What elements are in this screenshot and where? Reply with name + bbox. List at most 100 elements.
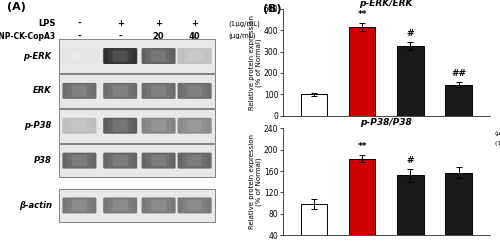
FancyBboxPatch shape <box>62 197 96 213</box>
Bar <box>300 204 327 249</box>
FancyBboxPatch shape <box>108 84 132 98</box>
FancyBboxPatch shape <box>67 154 92 167</box>
Text: -: - <box>312 131 315 137</box>
FancyBboxPatch shape <box>142 197 176 213</box>
FancyBboxPatch shape <box>62 83 96 99</box>
FancyBboxPatch shape <box>151 155 166 166</box>
FancyBboxPatch shape <box>72 85 87 96</box>
FancyBboxPatch shape <box>146 49 171 63</box>
FancyBboxPatch shape <box>187 120 202 131</box>
FancyBboxPatch shape <box>112 120 128 131</box>
Bar <box>446 173 472 249</box>
FancyBboxPatch shape <box>62 153 96 169</box>
Text: GNP-CK-CopA3: GNP-CK-CopA3 <box>284 131 330 136</box>
FancyBboxPatch shape <box>103 197 137 213</box>
Bar <box>59 74 215 108</box>
Text: -: - <box>118 32 122 41</box>
FancyBboxPatch shape <box>182 84 207 98</box>
FancyBboxPatch shape <box>182 119 207 132</box>
FancyBboxPatch shape <box>103 83 137 99</box>
FancyBboxPatch shape <box>67 199 92 212</box>
FancyBboxPatch shape <box>187 51 202 62</box>
FancyBboxPatch shape <box>103 153 137 169</box>
Text: -: - <box>312 141 315 147</box>
FancyBboxPatch shape <box>67 119 92 132</box>
Text: P38: P38 <box>34 156 52 165</box>
FancyBboxPatch shape <box>108 49 132 63</box>
FancyBboxPatch shape <box>72 120 87 131</box>
Bar <box>59 39 215 73</box>
FancyBboxPatch shape <box>112 200 128 211</box>
Bar <box>59 109 215 142</box>
Text: ERK: ERK <box>33 86 52 95</box>
Text: p-P38: p-P38 <box>24 121 52 130</box>
FancyBboxPatch shape <box>182 154 207 167</box>
Title: p-P38/P38: p-P38/P38 <box>360 119 412 127</box>
FancyBboxPatch shape <box>187 85 202 96</box>
Text: -: - <box>78 32 81 41</box>
Title: p-ERK/ERK: p-ERK/ERK <box>360 0 413 8</box>
FancyBboxPatch shape <box>146 84 171 98</box>
Text: -: - <box>361 131 364 137</box>
Y-axis label: Relative protein expression
(% of Normal): Relative protein expression (% of Normal… <box>249 15 262 110</box>
FancyBboxPatch shape <box>62 118 96 134</box>
FancyBboxPatch shape <box>142 48 176 64</box>
FancyBboxPatch shape <box>178 48 212 64</box>
Text: +: + <box>360 141 365 147</box>
FancyBboxPatch shape <box>108 119 132 132</box>
FancyBboxPatch shape <box>178 83 212 99</box>
Bar <box>59 189 215 222</box>
FancyBboxPatch shape <box>182 199 207 212</box>
Text: +: + <box>408 141 413 147</box>
FancyBboxPatch shape <box>178 153 212 169</box>
FancyBboxPatch shape <box>151 200 166 211</box>
FancyBboxPatch shape <box>108 199 132 212</box>
Text: (A): (A) <box>8 2 26 12</box>
FancyBboxPatch shape <box>108 154 132 167</box>
FancyBboxPatch shape <box>178 118 212 134</box>
FancyBboxPatch shape <box>142 153 176 169</box>
Text: (B): (B) <box>262 4 281 14</box>
FancyBboxPatch shape <box>103 48 137 64</box>
Text: +: + <box>155 19 162 28</box>
Text: #: # <box>406 29 414 38</box>
Text: 20: 20 <box>406 131 414 137</box>
FancyBboxPatch shape <box>151 85 166 96</box>
Bar <box>397 46 423 116</box>
Text: **: ** <box>358 142 367 151</box>
FancyBboxPatch shape <box>182 49 207 63</box>
Text: 40: 40 <box>189 32 200 41</box>
Bar <box>397 175 423 249</box>
Text: (1μg/mL): (1μg/mL) <box>228 20 260 27</box>
FancyBboxPatch shape <box>103 118 137 134</box>
Text: β-actin: β-actin <box>19 201 52 210</box>
FancyBboxPatch shape <box>72 51 87 62</box>
Text: 20: 20 <box>153 32 164 41</box>
FancyBboxPatch shape <box>62 48 96 64</box>
Text: p-ERK: p-ERK <box>24 52 52 61</box>
FancyBboxPatch shape <box>142 118 176 134</box>
FancyBboxPatch shape <box>72 200 87 211</box>
Text: 40: 40 <box>454 131 463 137</box>
FancyBboxPatch shape <box>67 49 92 63</box>
FancyBboxPatch shape <box>187 155 202 166</box>
Text: GNP-CK-CopA3: GNP-CK-CopA3 <box>0 32 56 41</box>
FancyBboxPatch shape <box>146 154 171 167</box>
Text: (1 μg/mL): (1 μg/mL) <box>495 141 500 146</box>
FancyBboxPatch shape <box>151 51 166 62</box>
Bar <box>59 144 215 177</box>
FancyBboxPatch shape <box>146 199 171 212</box>
FancyBboxPatch shape <box>112 51 128 62</box>
Bar <box>349 27 376 116</box>
FancyBboxPatch shape <box>112 155 128 166</box>
Bar <box>446 85 472 116</box>
Text: LPS: LPS <box>284 141 295 146</box>
FancyBboxPatch shape <box>72 155 87 166</box>
Text: **: ** <box>358 10 367 19</box>
Text: -: - <box>78 19 81 28</box>
Text: +: + <box>191 19 198 28</box>
Text: #: # <box>406 156 414 165</box>
Text: +: + <box>116 19 123 28</box>
FancyBboxPatch shape <box>151 120 166 131</box>
FancyBboxPatch shape <box>142 83 176 99</box>
